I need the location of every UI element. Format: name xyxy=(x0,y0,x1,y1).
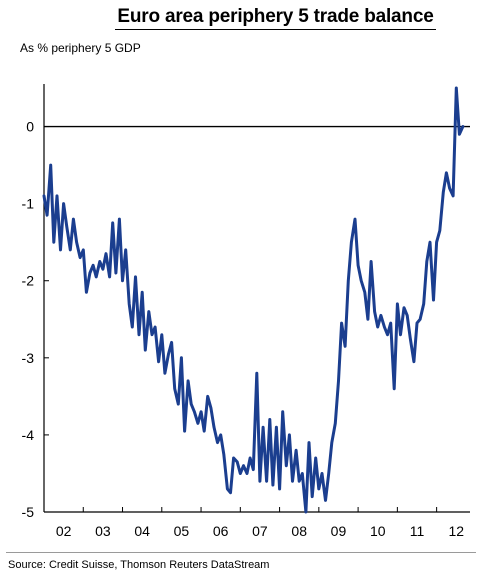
y-tick-label: -3 xyxy=(22,350,35,366)
x-tick-label: 07 xyxy=(252,523,268,539)
y-tick-labels: 0 -1 -2 -3 -4 -5 xyxy=(22,119,49,520)
plot-area xyxy=(42,86,465,514)
x-tick-label: 03 xyxy=(95,523,111,539)
y-tick-label: -1 xyxy=(22,196,35,212)
x-tick-label: 10 xyxy=(370,523,386,539)
x-tick-label: 12 xyxy=(448,523,464,539)
y-axis-label: As % periphery 5 GDP xyxy=(20,41,141,55)
x-tick-label: 11 xyxy=(410,523,425,539)
y-tick-label: -2 xyxy=(22,273,35,289)
line-chart: 0 -1 -2 -3 -4 -5 02 03 04 05 06 07 08 09 10 11 12 xyxy=(22,84,470,539)
source-note: Source: Credit Suisse, Thomson Reuters D… xyxy=(8,559,270,571)
x-tick-labels: 02 03 04 05 06 07 08 09 10 11 12 xyxy=(43,507,464,539)
series-line-0 xyxy=(42,86,465,514)
y-tick-label: -5 xyxy=(22,504,35,520)
chart-title: Euro area periphery 5 trade balance xyxy=(115,6,436,30)
chart-title-wrap: Euro area periphery 5 trade balance xyxy=(0,6,481,30)
y-tick-label: 0 xyxy=(26,119,34,135)
x-tick-label: 06 xyxy=(213,523,229,539)
x-tick-label: 09 xyxy=(331,523,347,539)
x-tick-label: 05 xyxy=(174,523,190,539)
x-tick-label: 08 xyxy=(291,523,307,539)
x-tick-label: 04 xyxy=(134,523,150,539)
y-tick-label: -4 xyxy=(22,427,35,443)
chart-axes xyxy=(43,84,470,513)
source-divider xyxy=(6,552,476,553)
x-tick-label: 02 xyxy=(56,523,72,539)
